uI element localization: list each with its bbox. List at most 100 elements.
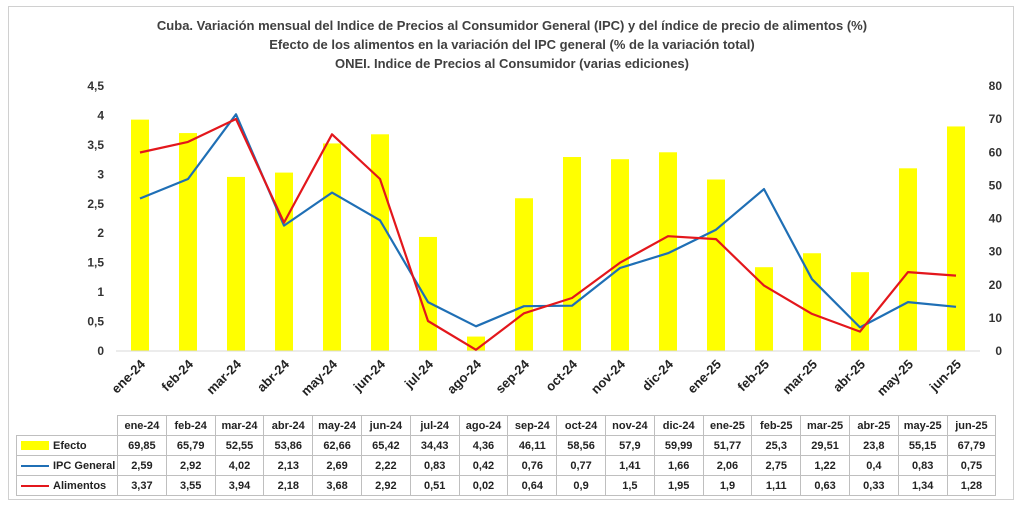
table-header-cell: abr-24 — [263, 415, 314, 436]
table-series-label: Efecto — [16, 435, 118, 456]
table-row: Alimentos 3,37 3,55 3,94 2,18 3,68 2,92 0,51 0,0… — [16, 475, 997, 496]
table-cell: 1,11 — [751, 475, 802, 496]
table-cell: 55,15 — [897, 435, 948, 456]
x-tick-label: mar-25 — [779, 357, 820, 398]
left-axis-tick-label: 0,5 — [87, 315, 104, 329]
table-cell: 0,42 — [458, 455, 509, 476]
right-axis-tick-label: 30 — [989, 245, 1003, 259]
right-axis-tick-label: 20 — [989, 278, 1003, 292]
legend-label: Alimentos — [53, 479, 107, 492]
x-tick-label: abr-25 — [830, 357, 868, 395]
table-cell: 29,51 — [800, 435, 850, 456]
bar-efecto — [227, 176, 245, 351]
left-axis-tick-label: 4 — [97, 108, 104, 122]
table-cell: 34,43 — [409, 435, 460, 456]
table-cell: 1,9 — [702, 475, 753, 496]
table-cell: 1,28 — [946, 475, 997, 496]
bar-efecto — [611, 159, 629, 351]
table-cell: 58,56 — [556, 435, 606, 456]
x-tick-label: jun-24 — [350, 356, 389, 395]
table-row: Efecto 69,85 65,79 52,55 53,86 62,66 65,42 34,4… — [16, 435, 997, 456]
x-tick-label: feb-25 — [734, 357, 772, 395]
table-cell: 67,79 — [946, 435, 997, 456]
x-tick-label: mar-24 — [203, 356, 244, 397]
bar-efecto — [947, 126, 965, 352]
table-cell: 51,77 — [702, 435, 753, 456]
bar-efecto — [659, 152, 677, 351]
table-cell: 53,86 — [263, 435, 314, 456]
right-axis-tick-label: 50 — [989, 178, 1003, 192]
table-header-cell: may-25 — [897, 415, 948, 436]
table-cell: 69,85 — [117, 435, 167, 456]
right-axis-tick-label: 80 — [989, 79, 1003, 93]
table-cell: 0,02 — [458, 475, 509, 496]
table-cell: 46,11 — [507, 435, 558, 456]
table-series-label: IPC General — [16, 455, 118, 476]
table-cell: 2,92 — [360, 475, 411, 496]
table-header-cell: may-24 — [312, 415, 362, 436]
table-header-cell: dic-24 — [653, 415, 704, 436]
left-axis-tick-label: 2,5 — [87, 197, 104, 211]
table-header-row: ene-24 feb-24 mar-24 abr-24 may-24 jun-24 jul-… — [16, 415, 997, 436]
table-cell: 2,59 — [117, 455, 167, 476]
bar-efecto — [275, 172, 293, 351]
table-header-cell: ene-24 — [117, 415, 167, 436]
table-cell: 23,8 — [848, 435, 899, 456]
table-cell: 65,42 — [360, 435, 411, 456]
bar-efecto — [323, 143, 341, 351]
table-header-cell: mar-25 — [800, 415, 850, 436]
table-cell: 52,55 — [214, 435, 265, 456]
table-header-cell: jun-25 — [946, 415, 997, 436]
table-cell: 3,94 — [214, 475, 265, 496]
bar-efecto — [899, 168, 917, 351]
table-cell: 57,9 — [604, 435, 655, 456]
x-tick-label: dic-24 — [639, 356, 677, 394]
table-header-cell: mar-24 — [214, 415, 265, 436]
table-cell: 4,02 — [214, 455, 265, 476]
table-cell: 0,4 — [848, 455, 899, 476]
table-cell: 0,83 — [897, 455, 948, 476]
table-cell: 1,66 — [653, 455, 704, 476]
table-cell: 0,64 — [507, 475, 558, 496]
line-alimentos — [139, 117, 957, 351]
table-header-cell: feb-24 — [165, 415, 216, 436]
table-cell: 3,37 — [117, 475, 167, 496]
table-row: IPC General 2,59 2,92 4,02 2,13 2,69 2,22 0,83 0… — [16, 455, 997, 476]
left-axis-tick-label: 3 — [97, 167, 104, 181]
table-cell: 0,63 — [800, 475, 850, 496]
right-axis-tick-label: 0 — [995, 344, 1002, 358]
bar-efecto — [803, 253, 821, 351]
table-header-cell: ago-24 — [458, 415, 509, 436]
chart-title-line-2: Efecto de los alimentos en la variación … — [269, 37, 755, 52]
table-cell: 1,41 — [604, 455, 655, 476]
bar-efecto — [851, 272, 869, 351]
table-cell: 65,79 — [165, 435, 216, 456]
chart-title-line-1: Cuba. Variación mensual del Indice de Pr… — [156, 18, 868, 33]
x-tick-label: may-24 — [298, 356, 341, 399]
table-header-cell: sep-24 — [507, 415, 558, 436]
x-tick-label: ene-24 — [108, 356, 148, 396]
table-header-cell: ene-25 — [702, 415, 753, 436]
left-axis-tick-label: 1 — [97, 285, 104, 299]
table-cell: 1,5 — [604, 475, 655, 496]
table-header-cell: jul-24 — [409, 415, 460, 436]
x-tick-label: feb-24 — [158, 356, 196, 394]
table-header-cell: oct-24 — [556, 415, 606, 436]
bar-efecto — [371, 134, 389, 351]
table-header-cell: abr-25 — [848, 415, 899, 436]
table-cell: 2,75 — [751, 455, 802, 476]
table-header-cell: nov-24 — [604, 415, 655, 436]
table-corner-cell — [16, 415, 118, 436]
table-cell: 0,51 — [409, 475, 460, 496]
left-axis-tick-label: 3,5 — [87, 138, 104, 152]
table-cell: 59,99 — [653, 435, 704, 456]
bar-efecto — [419, 236, 437, 351]
table-series-label: Alimentos — [16, 475, 118, 496]
table-cell: 3,68 — [312, 475, 362, 496]
legend-label: IPC General — [53, 459, 116, 472]
table-cell: 0,75 — [946, 455, 997, 476]
table-cell: 25,3 — [751, 435, 802, 456]
x-tick-label: may-25 — [874, 357, 916, 399]
right-axis-tick-label: 60 — [989, 145, 1003, 159]
table-cell: 2,92 — [165, 455, 216, 476]
